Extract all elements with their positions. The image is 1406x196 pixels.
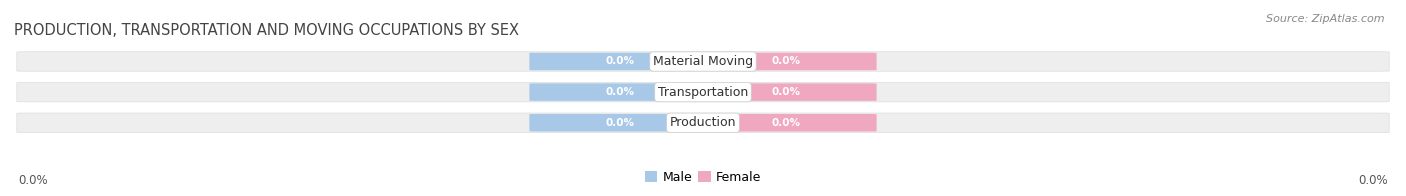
Text: 0.0%: 0.0% <box>770 87 800 97</box>
FancyBboxPatch shape <box>530 114 711 132</box>
FancyBboxPatch shape <box>17 82 1389 102</box>
Text: Source: ZipAtlas.com: Source: ZipAtlas.com <box>1267 14 1385 24</box>
FancyBboxPatch shape <box>695 83 876 101</box>
Text: 0.0%: 0.0% <box>770 56 800 66</box>
Text: Material Moving: Material Moving <box>652 55 754 68</box>
Legend: Male, Female: Male, Female <box>640 166 766 189</box>
Text: PRODUCTION, TRANSPORTATION AND MOVING OCCUPATIONS BY SEX: PRODUCTION, TRANSPORTATION AND MOVING OC… <box>14 23 519 38</box>
FancyBboxPatch shape <box>695 114 876 132</box>
FancyBboxPatch shape <box>17 52 1389 71</box>
Text: Production: Production <box>669 116 737 129</box>
Text: 0.0%: 0.0% <box>18 174 48 187</box>
Text: 0.0%: 0.0% <box>606 118 636 128</box>
Text: 0.0%: 0.0% <box>1358 174 1388 187</box>
Text: 0.0%: 0.0% <box>770 118 800 128</box>
FancyBboxPatch shape <box>530 53 711 70</box>
FancyBboxPatch shape <box>530 83 711 101</box>
FancyBboxPatch shape <box>17 113 1389 132</box>
FancyBboxPatch shape <box>695 53 876 70</box>
Text: Transportation: Transportation <box>658 86 748 99</box>
Text: 0.0%: 0.0% <box>606 87 636 97</box>
Text: 0.0%: 0.0% <box>606 56 636 66</box>
